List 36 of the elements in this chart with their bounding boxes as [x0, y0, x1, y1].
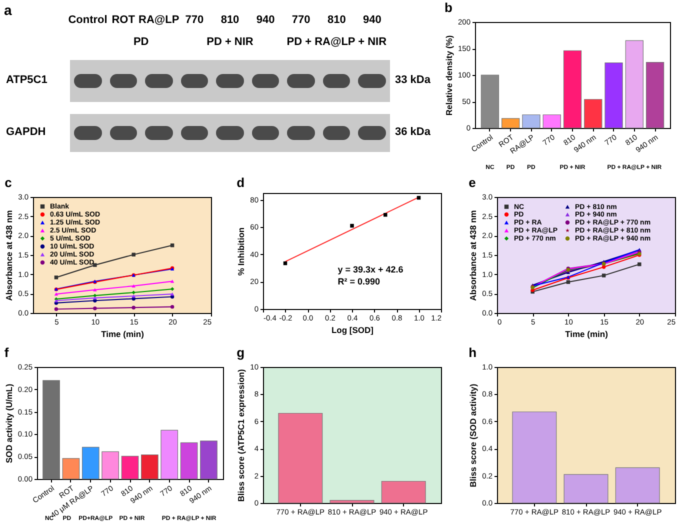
x-axis-title: Log [SOD]	[331, 325, 374, 335]
chart-title: c	[4, 175, 12, 190]
chart-title: h	[468, 345, 477, 360]
chart-title: b	[444, 0, 452, 15]
y-axis-title: Absorbance at 438 nm	[468, 210, 478, 301]
chart-title: e	[468, 175, 476, 190]
y-axis-title: Bliss score (SOD activity)	[468, 384, 478, 488]
x-axis-title: Time (min)	[565, 329, 608, 339]
text: 36 kDa	[395, 126, 430, 138]
text: 33 kDa	[395, 74, 430, 86]
x-axis-title: Time (min)	[101, 329, 144, 339]
text: 940	[363, 14, 382, 26]
y-axis-title: % Inhibition	[236, 227, 246, 276]
text: 770	[185, 14, 204, 26]
y-axis-title: Relative density (%)	[444, 35, 454, 116]
text: PD	[133, 36, 149, 48]
text: GAPDH	[6, 126, 46, 138]
annotation: R² = 0.990	[338, 276, 380, 287]
text: 770	[292, 14, 310, 26]
text: Control	[68, 14, 108, 26]
chart-title: g	[236, 345, 245, 360]
y-axis-title: Absorbance at 438 nm	[4, 210, 14, 301]
text: 810	[220, 14, 240, 26]
text: 810	[327, 14, 346, 26]
text: a	[4, 2, 12, 18]
y-axis-title: SOD activity (U/mL)	[4, 384, 14, 464]
y-axis-title: Bliss score (ATP5C1 expression)	[236, 369, 246, 502]
text: 940	[256, 14, 275, 26]
text: RA@LP	[138, 14, 180, 26]
text: PD + RA@LP + NIR	[286, 36, 387, 48]
text: PD + NIR	[206, 36, 254, 48]
text: ROT	[112, 14, 135, 26]
chart-title: d	[236, 175, 245, 190]
annotation: y = 39.3x + 42.6	[338, 264, 404, 275]
chart-title: f	[4, 345, 10, 360]
text: ATP5C1	[6, 74, 48, 86]
